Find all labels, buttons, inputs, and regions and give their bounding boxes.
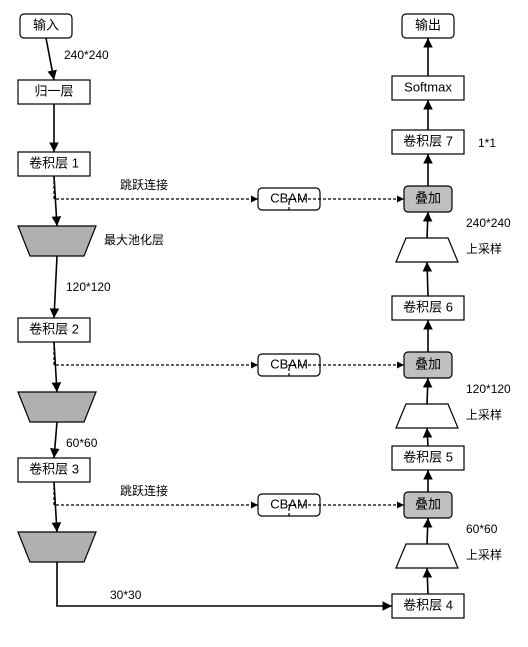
svg-text:卷积层 2: 卷积层 2: [29, 321, 79, 336]
svg-text:卷积层 7: 卷积层 7: [403, 133, 453, 148]
svg-text:卷积层 6: 卷积层 6: [403, 299, 453, 314]
svg-text:叠加: 叠加: [415, 190, 441, 205]
svg-text:60*60: 60*60: [66, 436, 98, 450]
svg-text:Softmax: Softmax: [404, 79, 452, 94]
svg-text:跳跃连接: 跳跃连接: [120, 177, 168, 192]
svg-text:120*120: 120*120: [66, 280, 111, 294]
svg-text:叠加: 叠加: [415, 356, 441, 371]
svg-text:卷积层 3: 卷积层 3: [29, 461, 79, 476]
svg-text:卷积层 1: 卷积层 1: [29, 155, 79, 170]
svg-text:卷积层 5: 卷积层 5: [403, 449, 453, 464]
svg-text:240*240: 240*240: [466, 216, 511, 230]
svg-text:输入: 输入: [33, 17, 59, 32]
svg-text:输出: 输出: [415, 17, 441, 32]
svg-text:240*240: 240*240: [64, 48, 109, 62]
svg-text:卷积层 4: 卷积层 4: [403, 597, 453, 612]
svg-text:最大池化层: 最大池化层: [104, 233, 164, 247]
svg-text:上采样: 上采样: [466, 407, 502, 422]
svg-text:上采样: 上采样: [466, 547, 502, 562]
svg-text:30*30: 30*30: [110, 588, 142, 602]
svg-text:1*1: 1*1: [478, 136, 496, 150]
svg-text:叠加: 叠加: [415, 496, 441, 511]
svg-text:60*60: 60*60: [466, 522, 498, 536]
svg-text:120*120: 120*120: [466, 382, 511, 396]
svg-text:归一层: 归一层: [34, 83, 73, 98]
svg-text:跳跃连接: 跳跃连接: [120, 483, 168, 498]
network-diagram: 输入归一层卷积层 1最大池化层卷积层 2卷积层 3CBAMCBAMCBAM叠加叠…: [0, 0, 528, 647]
svg-text:上采样: 上采样: [466, 241, 502, 256]
